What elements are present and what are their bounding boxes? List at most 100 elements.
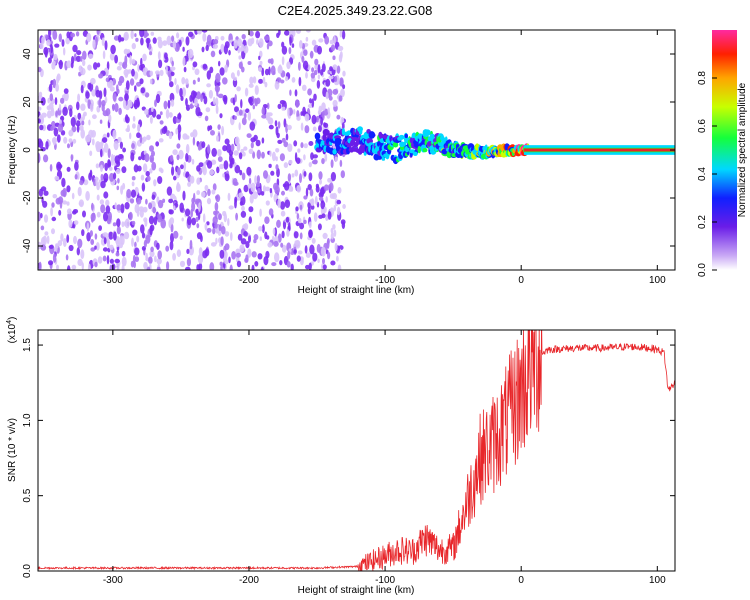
noise-speckle-dot [262, 76, 266, 84]
noise-speckle-dot [156, 242, 160, 250]
noise-speckle-dot [321, 158, 325, 165]
noise-speckle-dot [175, 84, 180, 94]
noise-speckle-dot [115, 252, 120, 257]
noise-speckle-dot [98, 98, 102, 108]
noise-speckle-dot [140, 57, 143, 67]
noise-speckle-dot [283, 162, 289, 169]
noise-speckle-dot [54, 43, 60, 48]
noise-speckle-dot [186, 248, 190, 254]
noise-speckle-dot [95, 163, 100, 169]
noise-speckle-dot [82, 50, 87, 60]
noise-speckle-dot [76, 50, 82, 56]
noise-speckle-dot [234, 106, 239, 113]
noise-speckle-dot [181, 217, 184, 222]
noise-speckle-dot [274, 252, 280, 263]
noise-speckle-dot [323, 184, 329, 191]
y-tick-label: 0.5 [22, 488, 33, 502]
noise-speckle-dot [100, 148, 103, 158]
noise-speckle-dot [170, 71, 175, 77]
noise-speckle-dot [330, 260, 336, 266]
noise-speckle-dot [178, 149, 184, 160]
noise-speckle-dot [268, 163, 272, 168]
noise-speckle-dot [105, 205, 111, 214]
noise-speckle-dot [206, 34, 212, 45]
noise-speckle-dot [207, 188, 211, 197]
noise-speckle-dot [285, 76, 289, 82]
noise-speckle-dot [248, 96, 253, 104]
noise-speckle-dot [294, 240, 300, 245]
noise-speckle-dot [219, 113, 223, 119]
noise-speckle-dot [255, 139, 261, 147]
noise-speckle-dot [150, 224, 155, 232]
noise-speckle-dot [257, 187, 261, 194]
noise-speckle-dot [170, 99, 175, 107]
noise-speckle-dot [286, 261, 291, 268]
noise-speckle-dot [266, 112, 271, 121]
noise-speckle-dot [315, 185, 320, 193]
noise-speckle-dot [80, 129, 85, 139]
noise-speckle-dot [213, 210, 217, 216]
noise-speckle-dot [209, 262, 215, 270]
noise-speckle-dot [337, 264, 342, 270]
x-tick-label: -300 [103, 275, 123, 286]
noise-speckle-dot [177, 124, 182, 134]
signal-band-cell [404, 133, 408, 139]
noise-speckle-dot [217, 93, 224, 99]
noise-speckle-dot [301, 55, 305, 63]
noise-speckle-dot [186, 257, 191, 267]
noise-speckle-dot [239, 244, 245, 253]
noise-speckle-dot [150, 31, 155, 36]
noise-speckle-dot [47, 97, 50, 104]
noise-speckle-dot [142, 53, 147, 62]
noise-speckle-dot [140, 37, 144, 46]
noise-speckle-dot [96, 211, 101, 218]
noise-speckle-dot [72, 210, 77, 215]
noise-speckle-dot [77, 112, 82, 120]
noise-speckle-dot [100, 204, 106, 214]
noise-speckle-dot [321, 213, 326, 219]
noise-speckle-dot [151, 161, 157, 171]
noise-speckle-dot [129, 78, 135, 86]
y-tick-label: 0 [22, 147, 33, 153]
signal-band-cell [385, 152, 390, 160]
noise-speckle-dot [116, 266, 120, 270]
noise-speckle-dot [181, 87, 187, 97]
x-tick-label: 100 [649, 575, 666, 586]
noise-speckle-dot [170, 223, 174, 233]
noise-speckle-dot [206, 160, 213, 169]
noise-speckle-dot [72, 138, 77, 144]
noise-speckle-dot [68, 219, 73, 228]
noise-speckle-dot [198, 202, 201, 212]
noise-speckle-dot [268, 124, 274, 130]
noise-speckle-dot [179, 202, 184, 213]
noise-speckle-dot [66, 60, 72, 69]
noise-speckle-dot [99, 199, 105, 205]
x-tick-label: -100 [375, 275, 395, 286]
noise-speckle-dot [204, 115, 209, 122]
noise-speckle-dot [340, 88, 345, 98]
noise-speckle-dot [328, 95, 333, 101]
noise-speckle-dot [322, 258, 325, 265]
noise-speckle-dot [305, 30, 311, 33]
noise-speckle-dot [243, 231, 248, 237]
noise-speckle-dot [314, 58, 319, 66]
noise-speckle-dot [318, 171, 323, 180]
noise-speckle-dot [89, 150, 93, 157]
noise-speckle-dot [151, 106, 154, 112]
colorbar-label: Normalized spectral amplitude [737, 82, 748, 217]
noise-speckle-dot [75, 55, 81, 63]
noise-speckle-dot [293, 140, 298, 147]
noise-speckle-dot [177, 113, 182, 120]
noise-speckle-dot [235, 212, 239, 221]
noise-speckle-dot [76, 124, 80, 133]
noise-speckle-dot [210, 242, 217, 247]
noise-speckle-dot [38, 118, 41, 124]
noise-speckle-dot [293, 109, 296, 115]
noise-speckle-dot [50, 43, 53, 54]
noise-speckle-dot [316, 243, 321, 253]
noise-speckle-dot [74, 161, 79, 171]
noise-speckle-dot [127, 99, 133, 108]
noise-speckle-dot [48, 244, 54, 249]
noise-speckle-dot [40, 244, 47, 251]
noise-speckle-dot [332, 64, 338, 70]
